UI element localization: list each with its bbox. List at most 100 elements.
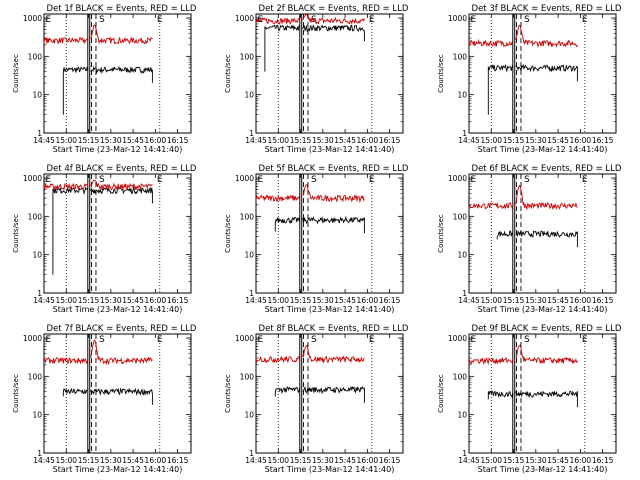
- plot-panel-5: Det 5f BLACK = Events, RED = LLD 1 10 100 10…: [224, 164, 409, 314]
- plot-frame: [468, 173, 617, 294]
- y-tick-label: 1: [37, 449, 42, 458]
- series-line-events: [274, 386, 301, 397]
- series-line-events: [302, 385, 365, 403]
- x-tick-label: 15:30: [525, 456, 547, 465]
- x-tick-label: 15:15: [290, 456, 312, 465]
- y-tick-label: 100: [240, 52, 255, 61]
- y-tick-label: 1: [462, 449, 467, 458]
- y-tick-label: 1: [249, 129, 254, 138]
- series-events: [274, 385, 365, 403]
- x-tick-label: 15:15: [290, 136, 312, 145]
- x-tick-label: 14:45: [458, 456, 480, 465]
- x-tick-label: 16:00: [145, 296, 167, 305]
- y-axis-label: Counts/sec: [437, 54, 445, 93]
- x-tick-label: 15:45: [547, 136, 569, 145]
- marker-letter-s: S: [524, 15, 530, 25]
- series-line-events: [274, 216, 301, 232]
- x-tick-label: 15:30: [525, 296, 547, 305]
- series-lld: [255, 184, 365, 203]
- y-tick-label: 100: [28, 52, 43, 61]
- x-axis-label: Start Time (23-Mar-12 14:41:40): [53, 145, 183, 154]
- x-tick-label: 16:00: [570, 296, 592, 305]
- y-tick-label: 1000: [235, 174, 254, 183]
- series-lld: [43, 339, 153, 366]
- x-axis-label: Start Time (23-Mar-12 14:41:40): [478, 145, 608, 154]
- x-tick-label: 15:00: [55, 296, 77, 305]
- x-axis-label: Start Time (23-Mar-12 14:41:40): [265, 145, 395, 154]
- y-tick-label: 1: [249, 449, 254, 458]
- y-tick-label: 10: [32, 411, 42, 420]
- x-tick-label: 15:45: [334, 136, 356, 145]
- plot-frame: [468, 333, 617, 454]
- x-tick-label: 16:15: [592, 456, 614, 465]
- marker-letter-s: S: [311, 175, 317, 185]
- x-tick-label: 16:15: [167, 296, 189, 305]
- x-tick-label: 15:45: [122, 456, 144, 465]
- y-tick-label: 10: [457, 411, 467, 420]
- x-tick-label: 14:45: [245, 296, 267, 305]
- y-tick-label: 100: [453, 212, 468, 221]
- y-tick-label: 100: [453, 52, 468, 61]
- marker-letter-e: E: [45, 175, 51, 185]
- y-tick-label: 10: [244, 411, 254, 420]
- plot-panel-9: Det 9f BLACK = Events, RED = LLD 1 10 100 10…: [437, 324, 622, 474]
- marker-letter-s: S: [524, 335, 530, 345]
- y-axis-label: Counts/sec: [224, 54, 232, 93]
- y-axis-label: Counts/sec: [12, 214, 20, 253]
- plot-frame: [43, 173, 192, 294]
- plot-frame: [255, 333, 404, 454]
- x-tick-label: 15:15: [78, 296, 100, 305]
- series-line-events: [90, 387, 153, 405]
- series-line-lld: [302, 12, 365, 25]
- x-tick-label: 14:45: [245, 136, 267, 145]
- plot-panel-4: Det 4f BLACK = Events, RED = LLD 1 10 100 10…: [12, 164, 197, 314]
- x-tick-label: 15:15: [78, 456, 100, 465]
- y-tick-label: 100: [28, 372, 43, 381]
- y-axis-label: Counts/sec: [12, 374, 20, 413]
- series-line-events: [62, 387, 89, 397]
- series-line-events: [302, 24, 365, 42]
- y-tick-label: 100: [28, 212, 43, 221]
- x-tick-label: 16:00: [357, 136, 379, 145]
- plot-frame: [255, 173, 404, 294]
- x-tick-label: 15:30: [312, 136, 334, 145]
- x-tick-label: 16:15: [167, 456, 189, 465]
- x-tick-label: 15:15: [503, 456, 525, 465]
- y-tick-label: 1000: [448, 334, 467, 343]
- panel-title: Det 5f BLACK = Events, RED = LLD: [259, 164, 409, 174]
- series-lld: [468, 184, 578, 211]
- series-events: [62, 65, 153, 115]
- y-axis-label: Counts/sec: [12, 54, 20, 93]
- x-tick-label: 15:45: [334, 296, 356, 305]
- series-line-lld: [43, 182, 88, 191]
- series-line-events: [62, 66, 89, 115]
- y-tick-label: 1000: [23, 334, 42, 343]
- series-line-lld: [43, 357, 89, 365]
- plot-frame: [43, 333, 192, 454]
- panel-title: Det 7f BLACK = Events, RED = LLD: [47, 324, 197, 334]
- y-tick-label: 1: [37, 289, 42, 298]
- series-events: [274, 215, 365, 234]
- x-tick-label: 16:00: [145, 136, 167, 145]
- series-lld: [468, 24, 578, 49]
- x-tick-label: 14:45: [245, 456, 267, 465]
- y-axis-label: Counts/sec: [224, 374, 232, 413]
- x-axis-label: Start Time (23-Mar-12 14:41:40): [478, 305, 608, 314]
- series-line-events: [90, 186, 153, 204]
- x-tick-label: 14:45: [458, 136, 480, 145]
- series-line-lld: [302, 184, 365, 203]
- marker-letter-s: S: [524, 175, 530, 185]
- plot-frame: [468, 13, 617, 134]
- x-tick-label: 14:45: [33, 296, 55, 305]
- panel-title: Det 9f BLACK = Events, RED = LLD: [472, 324, 622, 334]
- series-line-lld: [302, 344, 365, 364]
- marker-letter-s: S: [99, 175, 105, 185]
- x-tick-label: 14:45: [33, 456, 55, 465]
- series-line-events: [302, 215, 365, 234]
- series-events: [496, 230, 578, 248]
- series-events: [487, 390, 578, 408]
- marker-letter-e: E: [470, 15, 476, 25]
- plot-frame: [43, 13, 192, 134]
- plot-panel-6: Det 6f BLACK = Events, RED = LLD 1 10 100 10…: [437, 164, 622, 314]
- plot-panel-8: Det 8f BLACK = Events, RED = LLD 1 10 100 10…: [224, 324, 409, 474]
